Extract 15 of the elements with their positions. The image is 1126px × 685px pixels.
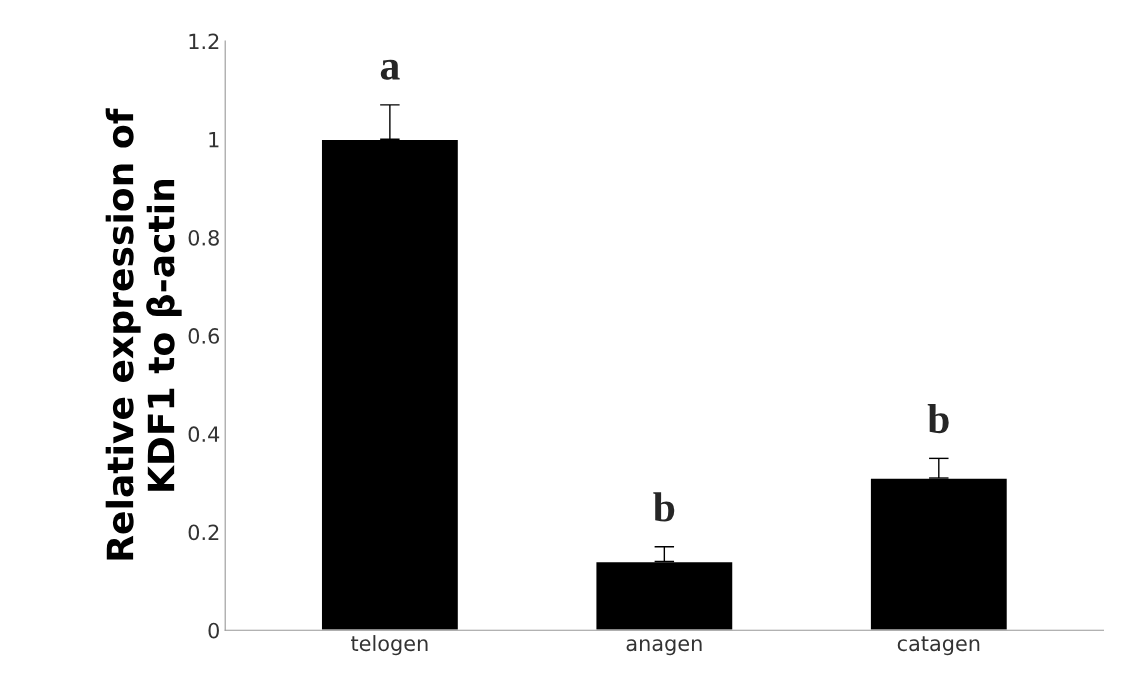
y-tick-label: 0.6 xyxy=(188,328,220,344)
y-tick-label: 1.2 xyxy=(189,33,219,50)
x-tick-label: catagen xyxy=(897,636,980,656)
y-tick-label: 0.8 xyxy=(188,229,219,246)
y-tick-label: 0.2 xyxy=(188,524,219,541)
x-tick-label: telogen xyxy=(351,635,428,656)
annotation: b xyxy=(653,492,675,522)
annotation: a xyxy=(380,59,400,80)
annotation: b xyxy=(927,403,949,434)
y-axis-title: Relative expression of KDF1 to β-actin xyxy=(105,108,182,560)
y-tick-label: 0 xyxy=(208,622,219,639)
bar xyxy=(869,477,1009,631)
y-tick-label: 1 xyxy=(209,132,219,148)
x-tick-label: anagen xyxy=(626,639,702,656)
y-tick-label: 0.4 xyxy=(188,426,220,443)
